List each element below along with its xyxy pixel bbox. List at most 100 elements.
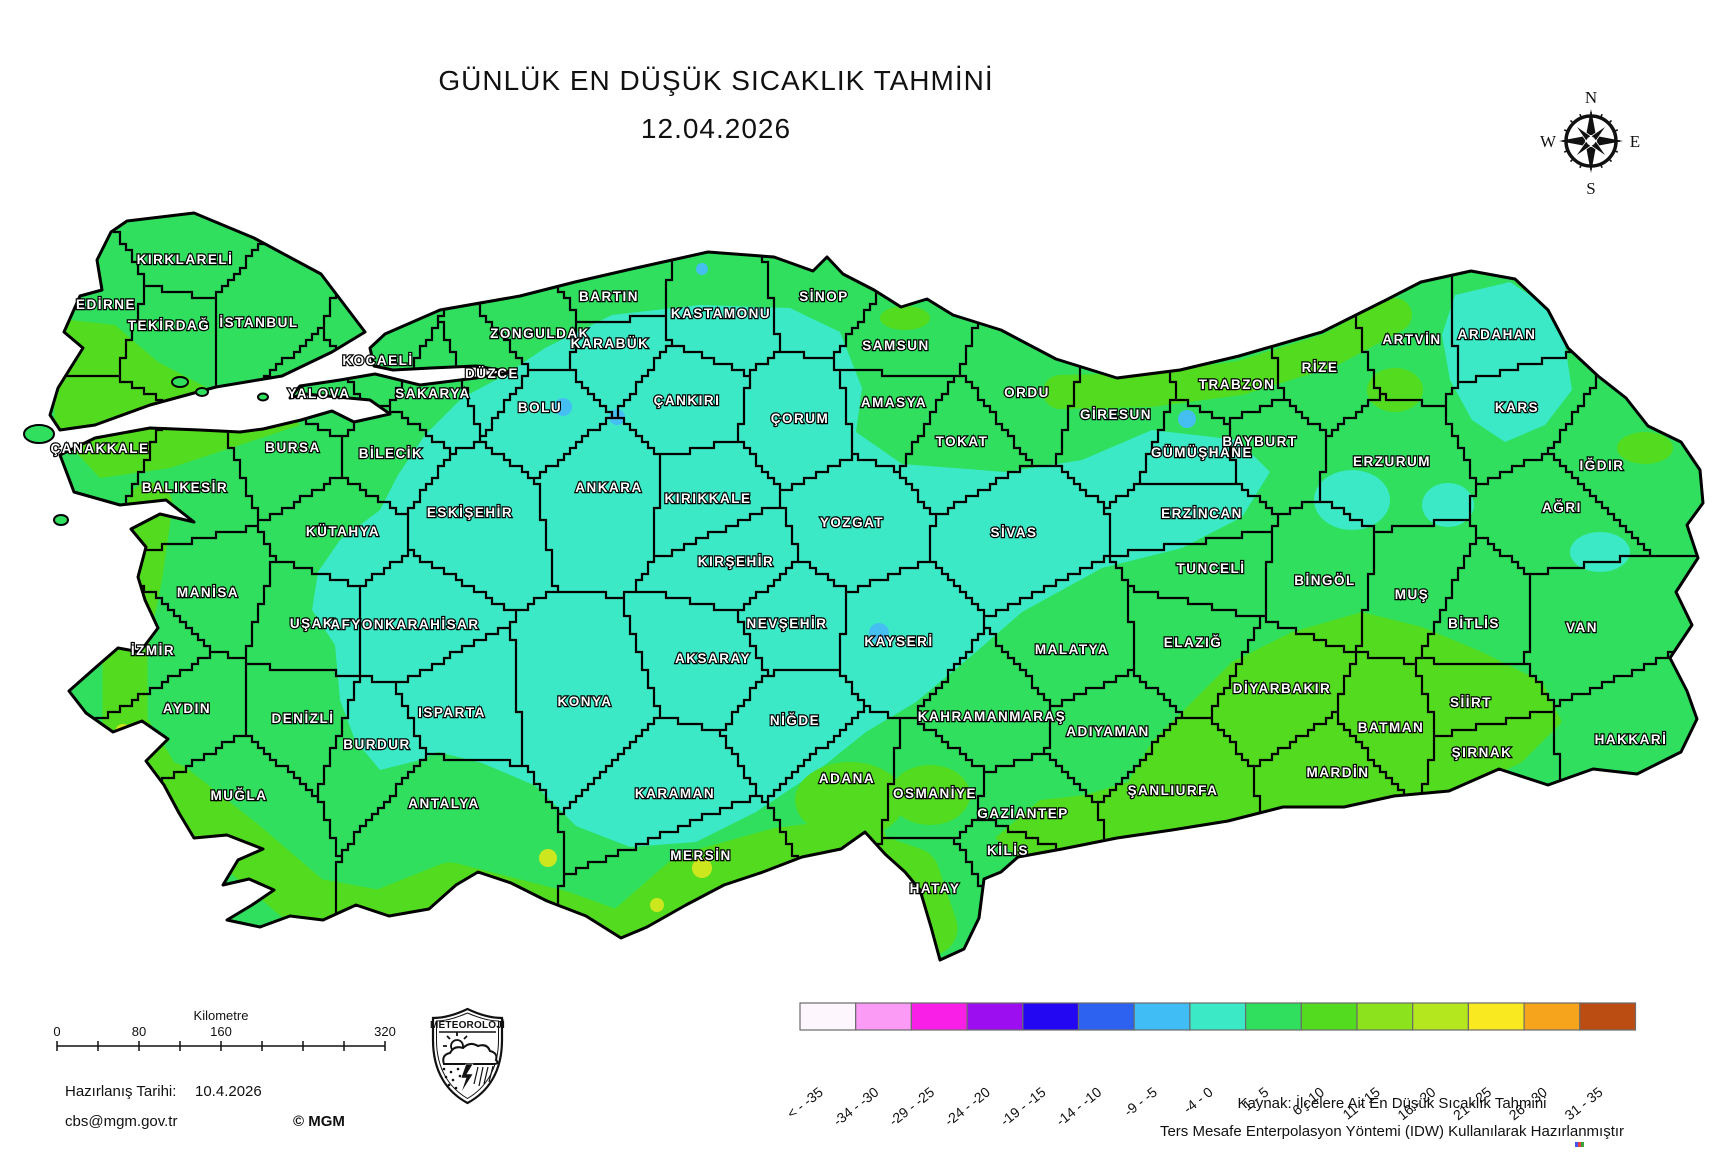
- province-label-deni̇zli̇: DENİZLİ: [272, 711, 335, 726]
- legend-swatch-8: [1244, 1002, 1302, 1031]
- province-label-uşak: UŞAK: [290, 616, 334, 631]
- logo-rain-icon: [473, 1065, 494, 1087]
- scale-tick-80: 80: [132, 1024, 146, 1039]
- province-label-kirikkale: KIRIKKALE: [665, 491, 752, 506]
- temp-spot-antalya-coast: [539, 849, 557, 867]
- compass-w-label: W: [1540, 132, 1557, 151]
- temperature-surface: [50, 213, 1703, 960]
- legend-swatch-6: [1133, 1002, 1191, 1031]
- temp-spot-erzurum: [1314, 470, 1390, 530]
- province-label-kayseri̇: KAYSERİ: [864, 634, 933, 649]
- compass-n-label: N: [1585, 88, 1597, 107]
- logo-wordmark: METEOROLOJİ: [430, 1018, 505, 1031]
- province-label-i̇zmi̇r: İZMİR: [131, 643, 175, 658]
- province-label-ardahan: ARDAHAN: [1458, 327, 1537, 342]
- legend-swatch-14: [1579, 1002, 1637, 1031]
- corner-color-mark: [1575, 1142, 1584, 1147]
- province-label-muş: MUŞ: [1395, 587, 1430, 602]
- province-label-adana: ADANA: [819, 771, 875, 786]
- temp-spot-artvin: [1367, 368, 1423, 412]
- legend-label-14: 31 - 35: [1561, 1084, 1605, 1124]
- temp-spot-kastamonu: [696, 263, 708, 275]
- province-label-erzi̇ncan: ERZİNCAN: [1161, 506, 1243, 521]
- legend-label-1: -34 - -30: [830, 1084, 882, 1129]
- province-label-çanakkale: ÇANAKKALE: [51, 441, 150, 456]
- province-label-sakarya: SAKARYA: [395, 386, 471, 401]
- copyright-label: © MGM: [293, 1113, 345, 1130]
- compass-e-label: E: [1630, 132, 1640, 151]
- province-label-ordu: ORDU: [1004, 385, 1050, 400]
- province-label-bi̇leci̇k: BİLECİK: [359, 446, 424, 461]
- temp-spot-gumushane: [1178, 410, 1196, 428]
- logo-cloud-icon: [442, 1042, 499, 1065]
- province-label-di̇yarbakir: DİYARBAKIR: [1233, 681, 1332, 696]
- province-label-muğla: MUĞLA: [211, 788, 268, 803]
- province-label-şirnak: ŞIRNAK: [1452, 745, 1513, 760]
- province-label-karaman: KARAMAN: [635, 786, 715, 801]
- temp-spot-erzurum-2: [1422, 483, 1474, 527]
- province-label-kirşehi̇r: KIRŞEHİR: [698, 554, 775, 569]
- province-label-ni̇ğde: NİĞDE: [770, 713, 820, 728]
- province-label-bi̇tli̇s: BİTLİS: [1448, 616, 1500, 631]
- legend-label-5: -14 - -10: [1053, 1084, 1105, 1129]
- temp-region-central--4-0: [312, 305, 1270, 847]
- province-label-gümüşhane: GÜMÜŞHANE: [1151, 445, 1253, 460]
- scale-tick-160: 160: [210, 1024, 232, 1039]
- turkey-map: KIRKLARELİ EDİRNE TEKİRDAĞ İSTANBUL KOCAELİ Y…: [23, 211, 1705, 962]
- legend-swatch-1: [855, 1002, 913, 1031]
- prepared-date-label: Hazırlanış Tarihi:: [65, 1083, 176, 1100]
- island-gokceada: [23, 424, 55, 444]
- page-title: GÜNLÜK EN DÜŞÜK SICAKLIK TAHMİNİ: [438, 65, 993, 96]
- province-label-gazi̇antep: GAZİANTEP: [977, 806, 1069, 821]
- temp-spot-kayseri: [869, 623, 889, 643]
- legend-swatch-13: [1523, 1002, 1581, 1031]
- province-label-kastamonu: KASTAMONU: [671, 306, 771, 321]
- province-label-si̇i̇rt: SİİRT: [1450, 695, 1492, 710]
- province-label-bolu: BOLU: [518, 400, 562, 415]
- province-label-amasya: AMASYA: [861, 395, 927, 410]
- legend-swatch-3: [966, 1002, 1024, 1031]
- province-label-samsun: SAMSUN: [862, 338, 930, 353]
- page-date: 12.04.2026: [641, 113, 791, 144]
- province-label-iğdir: IĞDIR: [1579, 458, 1624, 473]
- province-label-kars: KARS: [1495, 400, 1539, 415]
- temp-spot-mugla-coast-2: [125, 771, 139, 785]
- compass-s-label: S: [1586, 179, 1595, 198]
- scale-bar-labels: 0 80 160 320: [53, 1024, 395, 1039]
- province-label-elaziğ: ELAZIĞ: [1164, 635, 1223, 650]
- province-label-konya: KONYA: [557, 694, 612, 709]
- province-label-nevşehi̇r: NEVŞEHİR: [746, 616, 827, 631]
- province-label-aksaray: AKSARAY: [675, 651, 751, 666]
- islands: [23, 376, 269, 526]
- source-line-2: Ters Mesafe Enterpolasyon Yöntemi (IDW) …: [1160, 1123, 1624, 1140]
- legend-label-3: -24 - -20: [941, 1084, 993, 1129]
- province-label-ki̇li̇s: KİLİS: [987, 843, 1029, 858]
- province-label-hakkari̇: HAKKARİ: [1595, 732, 1668, 747]
- province-label-osmani̇ye: OSMANİYE: [893, 786, 977, 801]
- scale-bar: Kilometre 0 80 160 320: [53, 1008, 396, 1051]
- logo-lightning-icon: [460, 1063, 474, 1094]
- mgm-logo: METEOROLOJİ: [430, 1007, 505, 1105]
- province-label-erzurum: ERZURUM: [1353, 454, 1431, 469]
- province-label-bayburt: BAYBURT: [1222, 434, 1297, 449]
- province-label-ankara: ANKARA: [575, 480, 643, 495]
- scale-tick-0: 0: [53, 1024, 60, 1039]
- scale-tick-320: 320: [374, 1024, 396, 1039]
- province-label-hatay: HATAY: [910, 881, 961, 896]
- province-label-tunceli̇: TUNCELİ: [1177, 561, 1246, 576]
- temp-strip-east-blacksea: [1043, 298, 1412, 409]
- province-label-zonguldak: ZONGULDAK: [490, 326, 590, 341]
- scale-bar-unit: Kilometre: [194, 1008, 249, 1023]
- coastline-thrace: [48, 211, 367, 432]
- province-label-afyonkarahi̇sar: AFYONKARAHİSAR: [330, 617, 479, 632]
- province-label-bursa: BURSA: [265, 440, 321, 455]
- province-label-düzce: DÜZCE: [465, 366, 519, 381]
- temp-spot-igdir: [1617, 432, 1673, 464]
- temp-region-cukurova: [795, 762, 905, 838]
- logo-shield-inner: [436, 1012, 499, 1100]
- province-label-burdur: BURDUR: [343, 737, 411, 752]
- province-label-yalova: YALOVA: [287, 386, 350, 401]
- province-label-edi̇rne: EDİRNE: [76, 297, 136, 312]
- compass-star-cardinal: [1559, 109, 1623, 173]
